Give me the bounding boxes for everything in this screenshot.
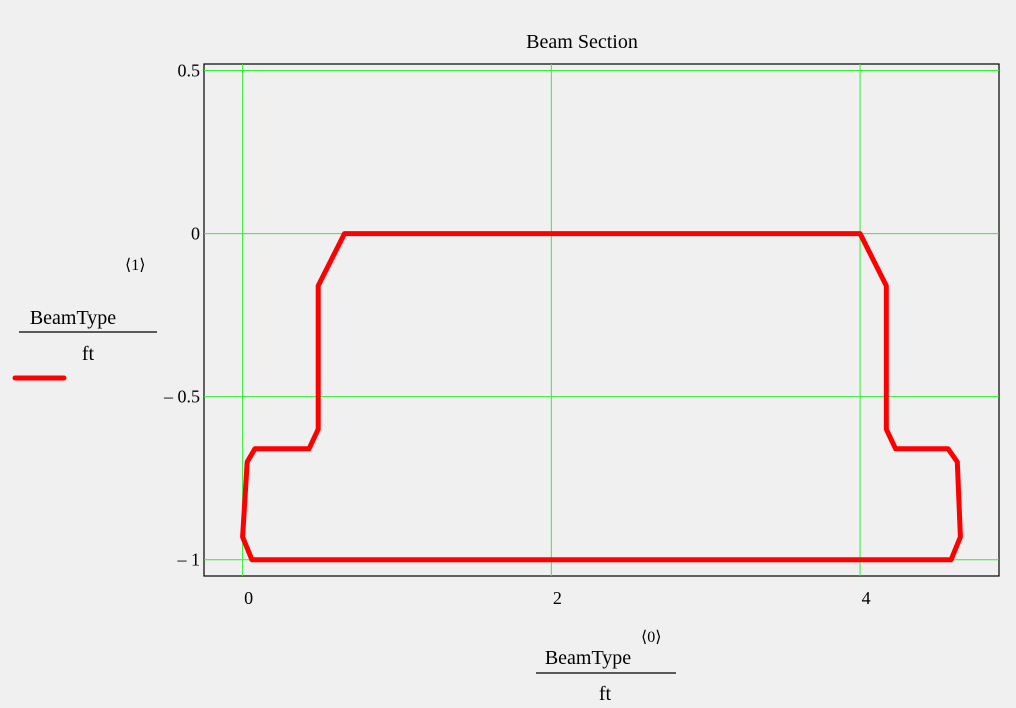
x-axis-label-numerator: BeamType (545, 647, 631, 669)
x-axis-label: BeamType ⟨0⟩ ft (536, 629, 676, 705)
x-axis-label-superscript: ⟨0⟩ (641, 629, 661, 646)
chart-title: Beam Section (526, 31, 638, 53)
plot-area (203, 63, 1000, 577)
x-axis-label-denominator: ft (599, 683, 612, 705)
y-tick-label-1: 0 (191, 224, 200, 244)
y-axis-label-superscript: ⟨1⟩ (125, 257, 145, 274)
grid-lines (204, 64, 999, 576)
y-tick-labels: 0.5 0 – 0.5 – 1 (163, 61, 200, 570)
y-axis-label-denominator: ft (82, 343, 95, 365)
y-tick-label-3: – 1 (177, 550, 201, 570)
series-group (240, 231, 963, 563)
y-tick-label-0: 0.5 (178, 61, 201, 81)
x-tick-label-1: 2 (553, 588, 562, 608)
x-tick-label-2: 4 (862, 588, 871, 608)
y-axis-label: BeamType ⟨1⟩ ft (19, 257, 157, 365)
plot-frame (203, 63, 1000, 577)
series-line-0 (240, 231, 963, 563)
y-axis-label-numerator: BeamType (30, 307, 116, 329)
x-tick-labels: 0 2 4 (244, 588, 870, 608)
y-tick-label-2: – 0.5 (163, 387, 200, 407)
x-tick-label-0: 0 (244, 588, 253, 608)
